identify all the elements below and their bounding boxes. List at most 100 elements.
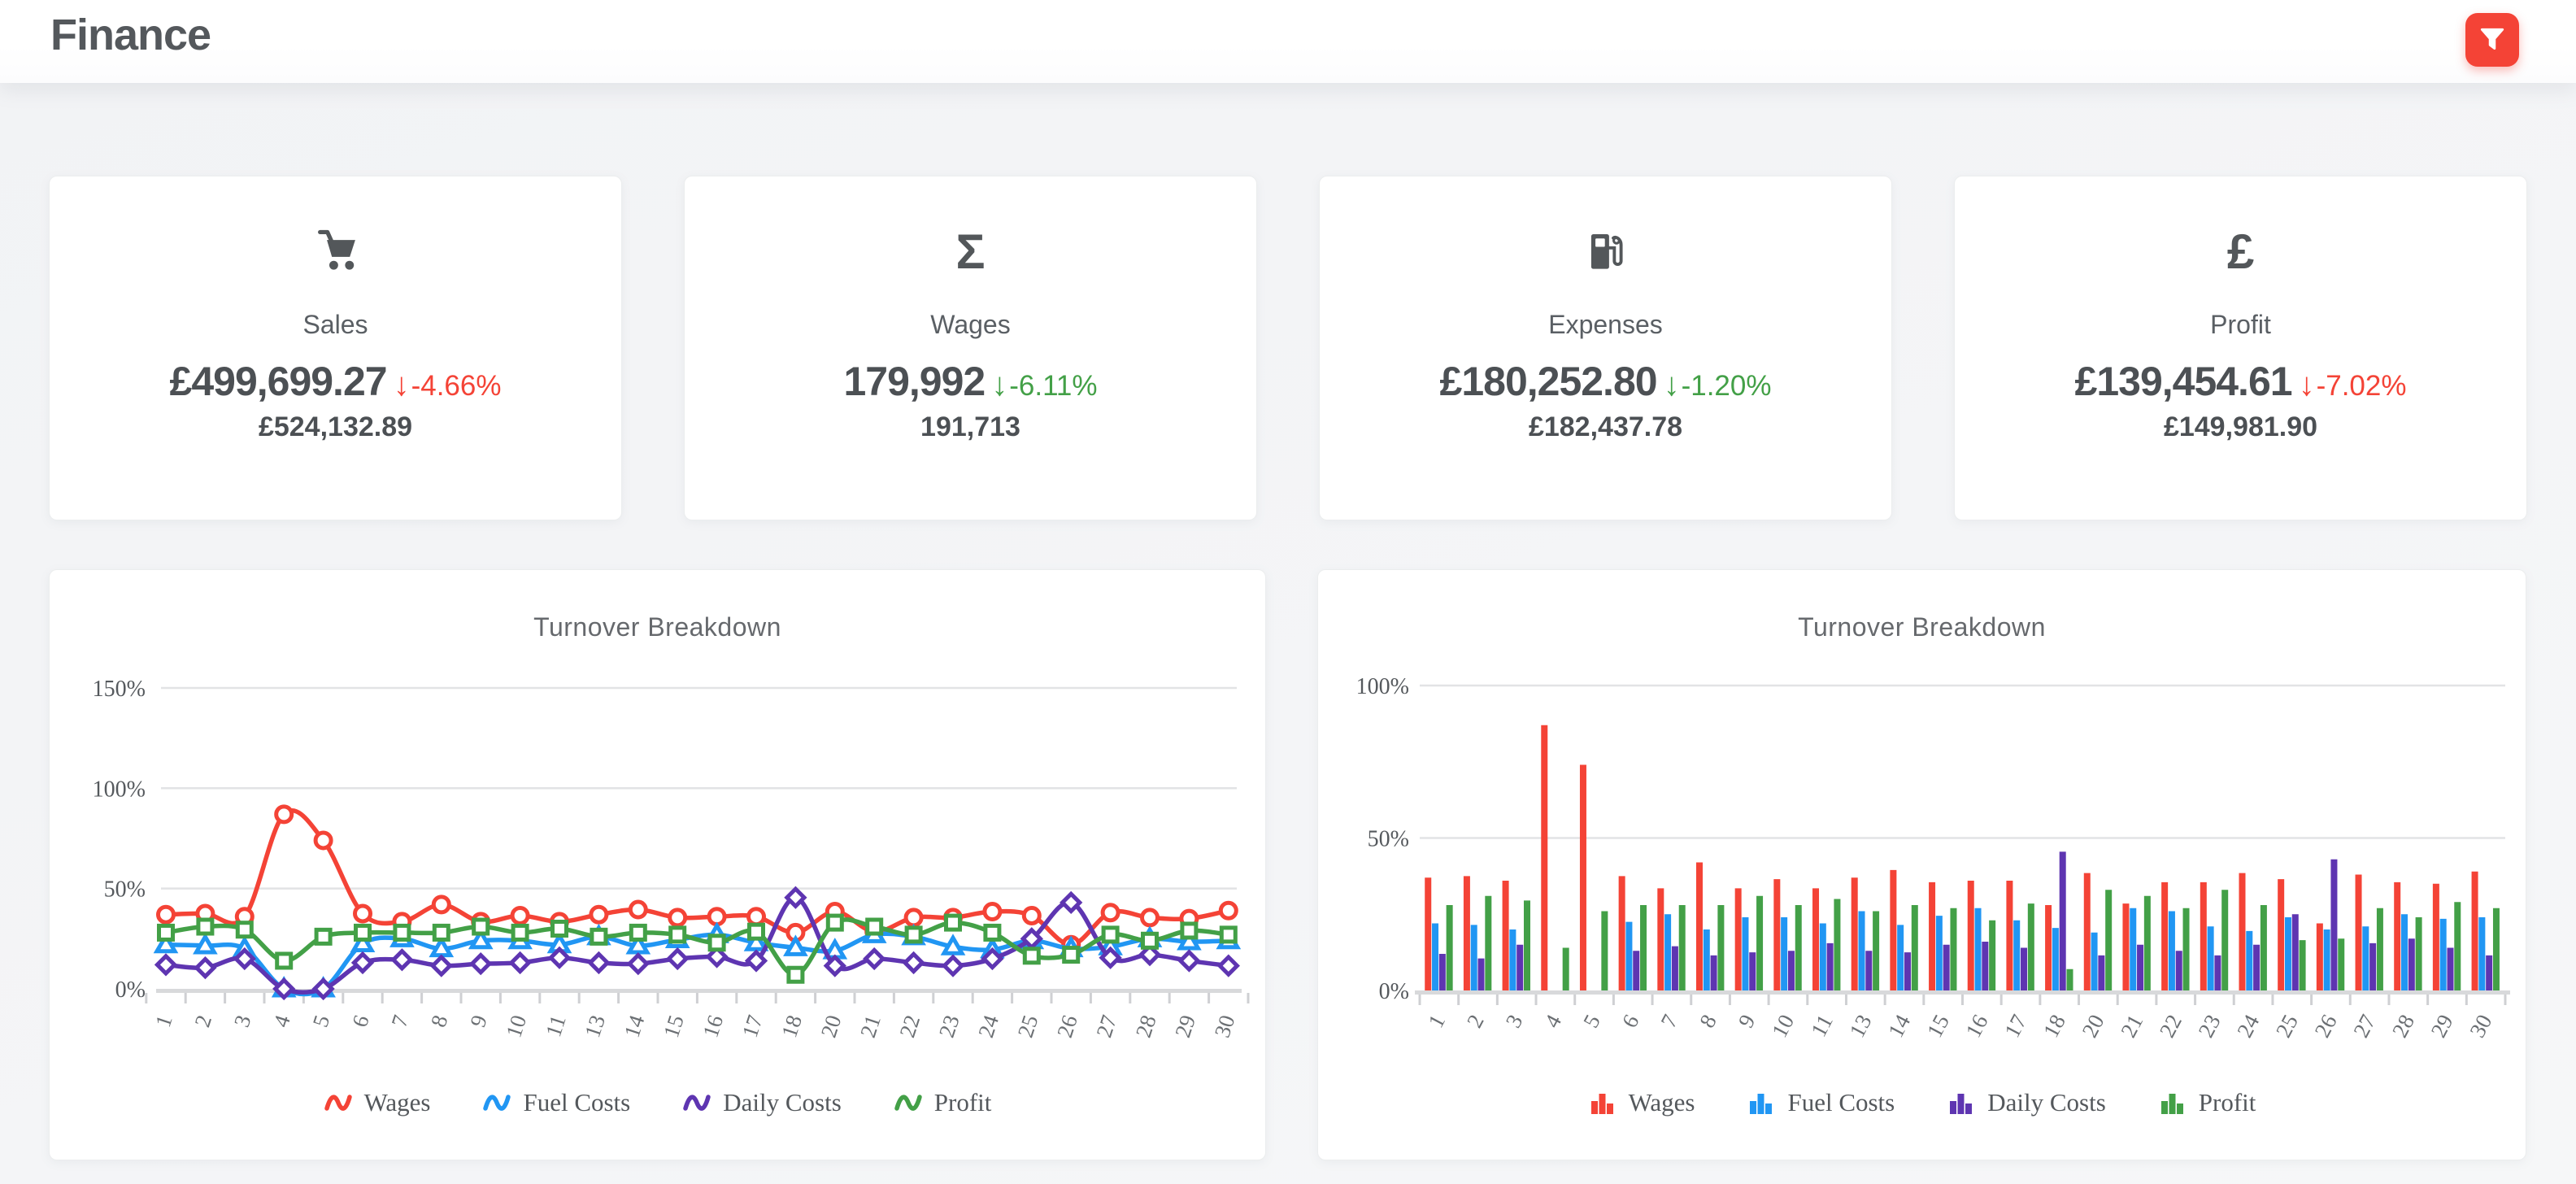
data-point-marker bbox=[350, 930, 376, 952]
data-point-marker bbox=[390, 948, 414, 972]
data-point-marker bbox=[193, 932, 218, 955]
legend-item-wages[interactable]: Wages bbox=[1588, 1088, 1695, 1117]
x-axis-label: 15 bbox=[659, 1012, 689, 1041]
mini-bars-icon bbox=[2160, 1094, 2183, 1114]
bar-daily-costs bbox=[1865, 951, 1873, 990]
legend-label: Wages bbox=[363, 1088, 431, 1117]
bar-fuel-costs bbox=[1664, 914, 1672, 990]
data-point-marker bbox=[432, 923, 450, 942]
data-point-marker bbox=[1062, 946, 1081, 964]
card-label: Sales bbox=[302, 310, 368, 339]
bar-wages bbox=[1967, 881, 1974, 990]
turnover-line-chart[interactable]: 0%50%100%150%1 2 3 4 5 6 7 8 9 10 11 13 14 15 16 17 18 20… bbox=[50, 651, 1265, 1107]
data-point-marker bbox=[628, 899, 648, 920]
card-value-row: 179,992 ↓ -6.11% bbox=[843, 358, 1097, 405]
legend-item-fuel-costs[interactable]: Fuel Costs bbox=[1747, 1088, 1895, 1117]
legend-item-wages[interactable]: Wages bbox=[324, 1088, 431, 1117]
x-axis-label: 27 bbox=[2348, 1011, 2380, 1042]
turnover-bar-chart[interactable]: 0%50%100%1 2 3 4 5 6 7 8 9 10 11 13 14 15 16 17 18 20 21 22… bbox=[1318, 651, 2526, 1107]
card-value: £180,252.80 bbox=[1439, 359, 1658, 404]
data-point-marker bbox=[625, 932, 651, 955]
bar-fuel-costs bbox=[2130, 908, 2137, 990]
legend-item-daily-costs[interactable]: Daily Costs bbox=[682, 1088, 842, 1117]
bar-wages bbox=[1618, 876, 1625, 990]
bar-wages bbox=[2006, 881, 2013, 990]
data-point-marker bbox=[354, 923, 372, 942]
data-point-marker bbox=[590, 927, 608, 946]
bar-daily-costs bbox=[2369, 942, 2377, 990]
data-point-marker bbox=[311, 977, 335, 1001]
x-axis-label: 28 bbox=[2387, 1011, 2419, 1042]
filter-button[interactable] bbox=[2465, 13, 2519, 67]
card-value-row: £180,252.80 ↓ -1.20% bbox=[1440, 358, 1772, 405]
wave-icon bbox=[683, 1095, 711, 1111]
legend-item-fuel-costs[interactable]: Fuel Costs bbox=[482, 1088, 630, 1117]
x-axis-line bbox=[1415, 990, 2510, 995]
sigma-icon: Σ bbox=[955, 224, 986, 279]
bar-fuel-costs bbox=[1781, 917, 1788, 990]
data-point-marker bbox=[626, 952, 650, 976]
card-delta: ↓ -1.20% bbox=[1664, 367, 1772, 403]
kpi-card-wages: Σ Wages 179,992 ↓ -6.11% 191,713 bbox=[684, 176, 1257, 520]
x-axis-label: 2 bbox=[189, 1012, 216, 1030]
bar-fuel-costs bbox=[1897, 925, 1904, 990]
x-axis-label: 22 bbox=[894, 1012, 925, 1041]
data-point-marker bbox=[666, 947, 690, 971]
bar-wages bbox=[2161, 881, 2169, 990]
data-point-marker bbox=[983, 923, 1002, 942]
data-point-marker bbox=[589, 904, 609, 925]
data-point-marker bbox=[431, 895, 451, 915]
bar-wages bbox=[2083, 873, 2091, 990]
data-point-marker bbox=[472, 917, 490, 936]
bar-daily-costs bbox=[1671, 946, 1678, 990]
x-axis-label: 7 bbox=[1656, 1011, 1682, 1032]
data-point-marker bbox=[194, 955, 217, 980]
bar-daily-costs bbox=[2253, 944, 2261, 990]
x-axis-label: 23 bbox=[934, 1012, 964, 1041]
data-point-marker bbox=[353, 903, 372, 924]
legend-label: Daily Costs bbox=[723, 1088, 842, 1117]
legend-item-profit[interactable]: Profit bbox=[2158, 1088, 2256, 1117]
x-axis-label: 17 bbox=[1999, 1011, 2031, 1042]
x-axis-label: 10 bbox=[501, 1012, 531, 1041]
kpi-card-profit: £ Profit £139,454.61 ↓ -7.02% £149,981.90 bbox=[1954, 176, 2527, 520]
bar-profit bbox=[2260, 905, 2267, 990]
data-point-marker bbox=[511, 923, 529, 942]
x-axis-label: 5 bbox=[1578, 1011, 1605, 1032]
cart-icon bbox=[311, 224, 361, 281]
legend-item-daily-costs[interactable]: Daily Costs bbox=[1947, 1088, 2106, 1117]
x-axis-label: 8 bbox=[426, 1012, 453, 1030]
bar-fuel-costs bbox=[2478, 917, 2486, 990]
bar-profit bbox=[1601, 911, 1608, 990]
data-point-marker bbox=[629, 923, 647, 942]
bar-fuel-costs bbox=[1703, 929, 1710, 990]
data-point-marker bbox=[705, 945, 729, 969]
bar-wages bbox=[1812, 888, 1820, 990]
down-arrow-icon: ↓ bbox=[1663, 367, 1680, 403]
bar-fuel-costs bbox=[1974, 908, 1982, 990]
wave-icon bbox=[894, 1095, 922, 1111]
x-axis-label: 15 bbox=[1922, 1011, 1954, 1042]
x-axis-label: 14 bbox=[620, 1012, 650, 1040]
y-axis-label: 50% bbox=[104, 877, 146, 903]
mini-bars-icon bbox=[1590, 1094, 1613, 1114]
x-axis-label: 22 bbox=[2155, 1011, 2187, 1042]
bar-wages bbox=[1734, 888, 1742, 990]
bar-wages bbox=[1463, 876, 1470, 990]
data-point-marker bbox=[744, 949, 768, 973]
data-point-marker bbox=[393, 923, 411, 942]
down-arrow-icon: ↓ bbox=[991, 367, 1008, 403]
kpi-card-expenses: Expenses £180,252.80 ↓ -1.20% £182,437.78 bbox=[1319, 176, 1892, 520]
x-axis-label: 28 bbox=[1131, 1012, 1161, 1041]
legend-label: Profit bbox=[2198, 1088, 2256, 1117]
data-point-marker bbox=[786, 965, 805, 984]
bar-wages bbox=[2045, 905, 2052, 990]
data-point-marker bbox=[1138, 942, 1162, 967]
data-point-marker bbox=[981, 947, 1004, 971]
legend-item-profit[interactable]: Profit bbox=[894, 1088, 991, 1117]
x-axis-label: 21 bbox=[855, 1012, 886, 1041]
data-point-marker bbox=[153, 931, 179, 954]
data-point-marker bbox=[469, 952, 493, 976]
bar-daily-costs bbox=[1904, 952, 1911, 990]
bar-fuel-costs bbox=[2091, 932, 2098, 990]
